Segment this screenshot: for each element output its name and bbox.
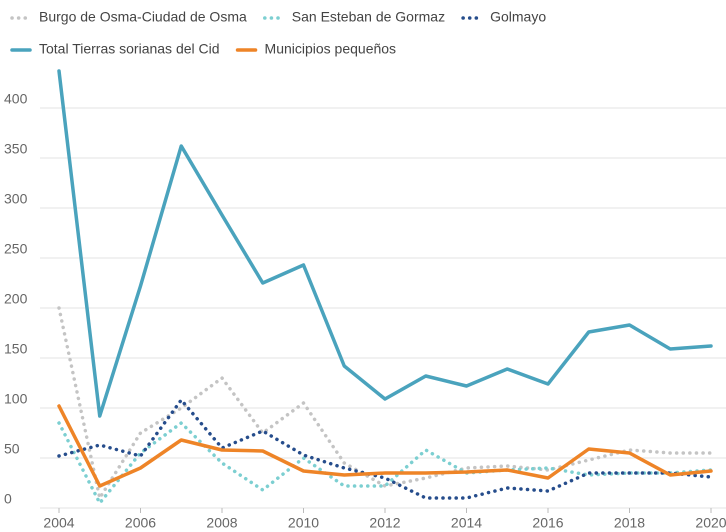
series-line: [57, 306, 713, 500]
y-tick-label: 200: [4, 291, 28, 307]
legend-label: Municipios pequeños: [265, 41, 397, 57]
y-tick-label: 50: [4, 441, 20, 457]
y-tick-label: 300: [4, 191, 28, 207]
x-tick-label: 2016: [532, 515, 563, 531]
x-tick-label: 2014: [451, 515, 482, 531]
y-tick-label: 0: [4, 491, 12, 507]
y-tick-label: 350: [4, 141, 28, 157]
series-line: [57, 398, 713, 500]
legend-item: Golmayo: [461, 9, 546, 25]
series-line: [57, 404, 713, 488]
x-tick-label: 2018: [614, 515, 645, 531]
x-tick-label: 2010: [288, 515, 319, 531]
legend-label: Golmayo: [490, 9, 546, 25]
legend-item: Burgo de Osma-Ciudad de Osma: [10, 9, 247, 25]
x-tick-label: 2020: [695, 515, 726, 531]
series-line: [57, 69, 713, 418]
legend-label: Total Tierras sorianas del Cid: [39, 41, 220, 57]
legend-label: San Esteban de Gormaz: [292, 9, 445, 25]
legend-item: San Esteban de Gormaz: [263, 9, 445, 25]
x-tick-label: 2008: [206, 515, 237, 531]
y-tick-label: 150: [4, 341, 28, 357]
x-tick-label: 2006: [125, 515, 156, 531]
x-tick-label: 2004: [43, 515, 74, 531]
y-tick-label: 400: [4, 91, 28, 107]
legend-item: Total Tierras sorianas del Cid: [10, 41, 220, 57]
y-tick-label: 100: [4, 391, 28, 407]
x-tick-label: 2012: [369, 515, 400, 531]
legend-label: Burgo de Osma-Ciudad de Osma: [39, 9, 247, 25]
legend-item: Municipios pequeños: [235, 41, 397, 57]
y-tick-label: 250: [4, 241, 28, 257]
